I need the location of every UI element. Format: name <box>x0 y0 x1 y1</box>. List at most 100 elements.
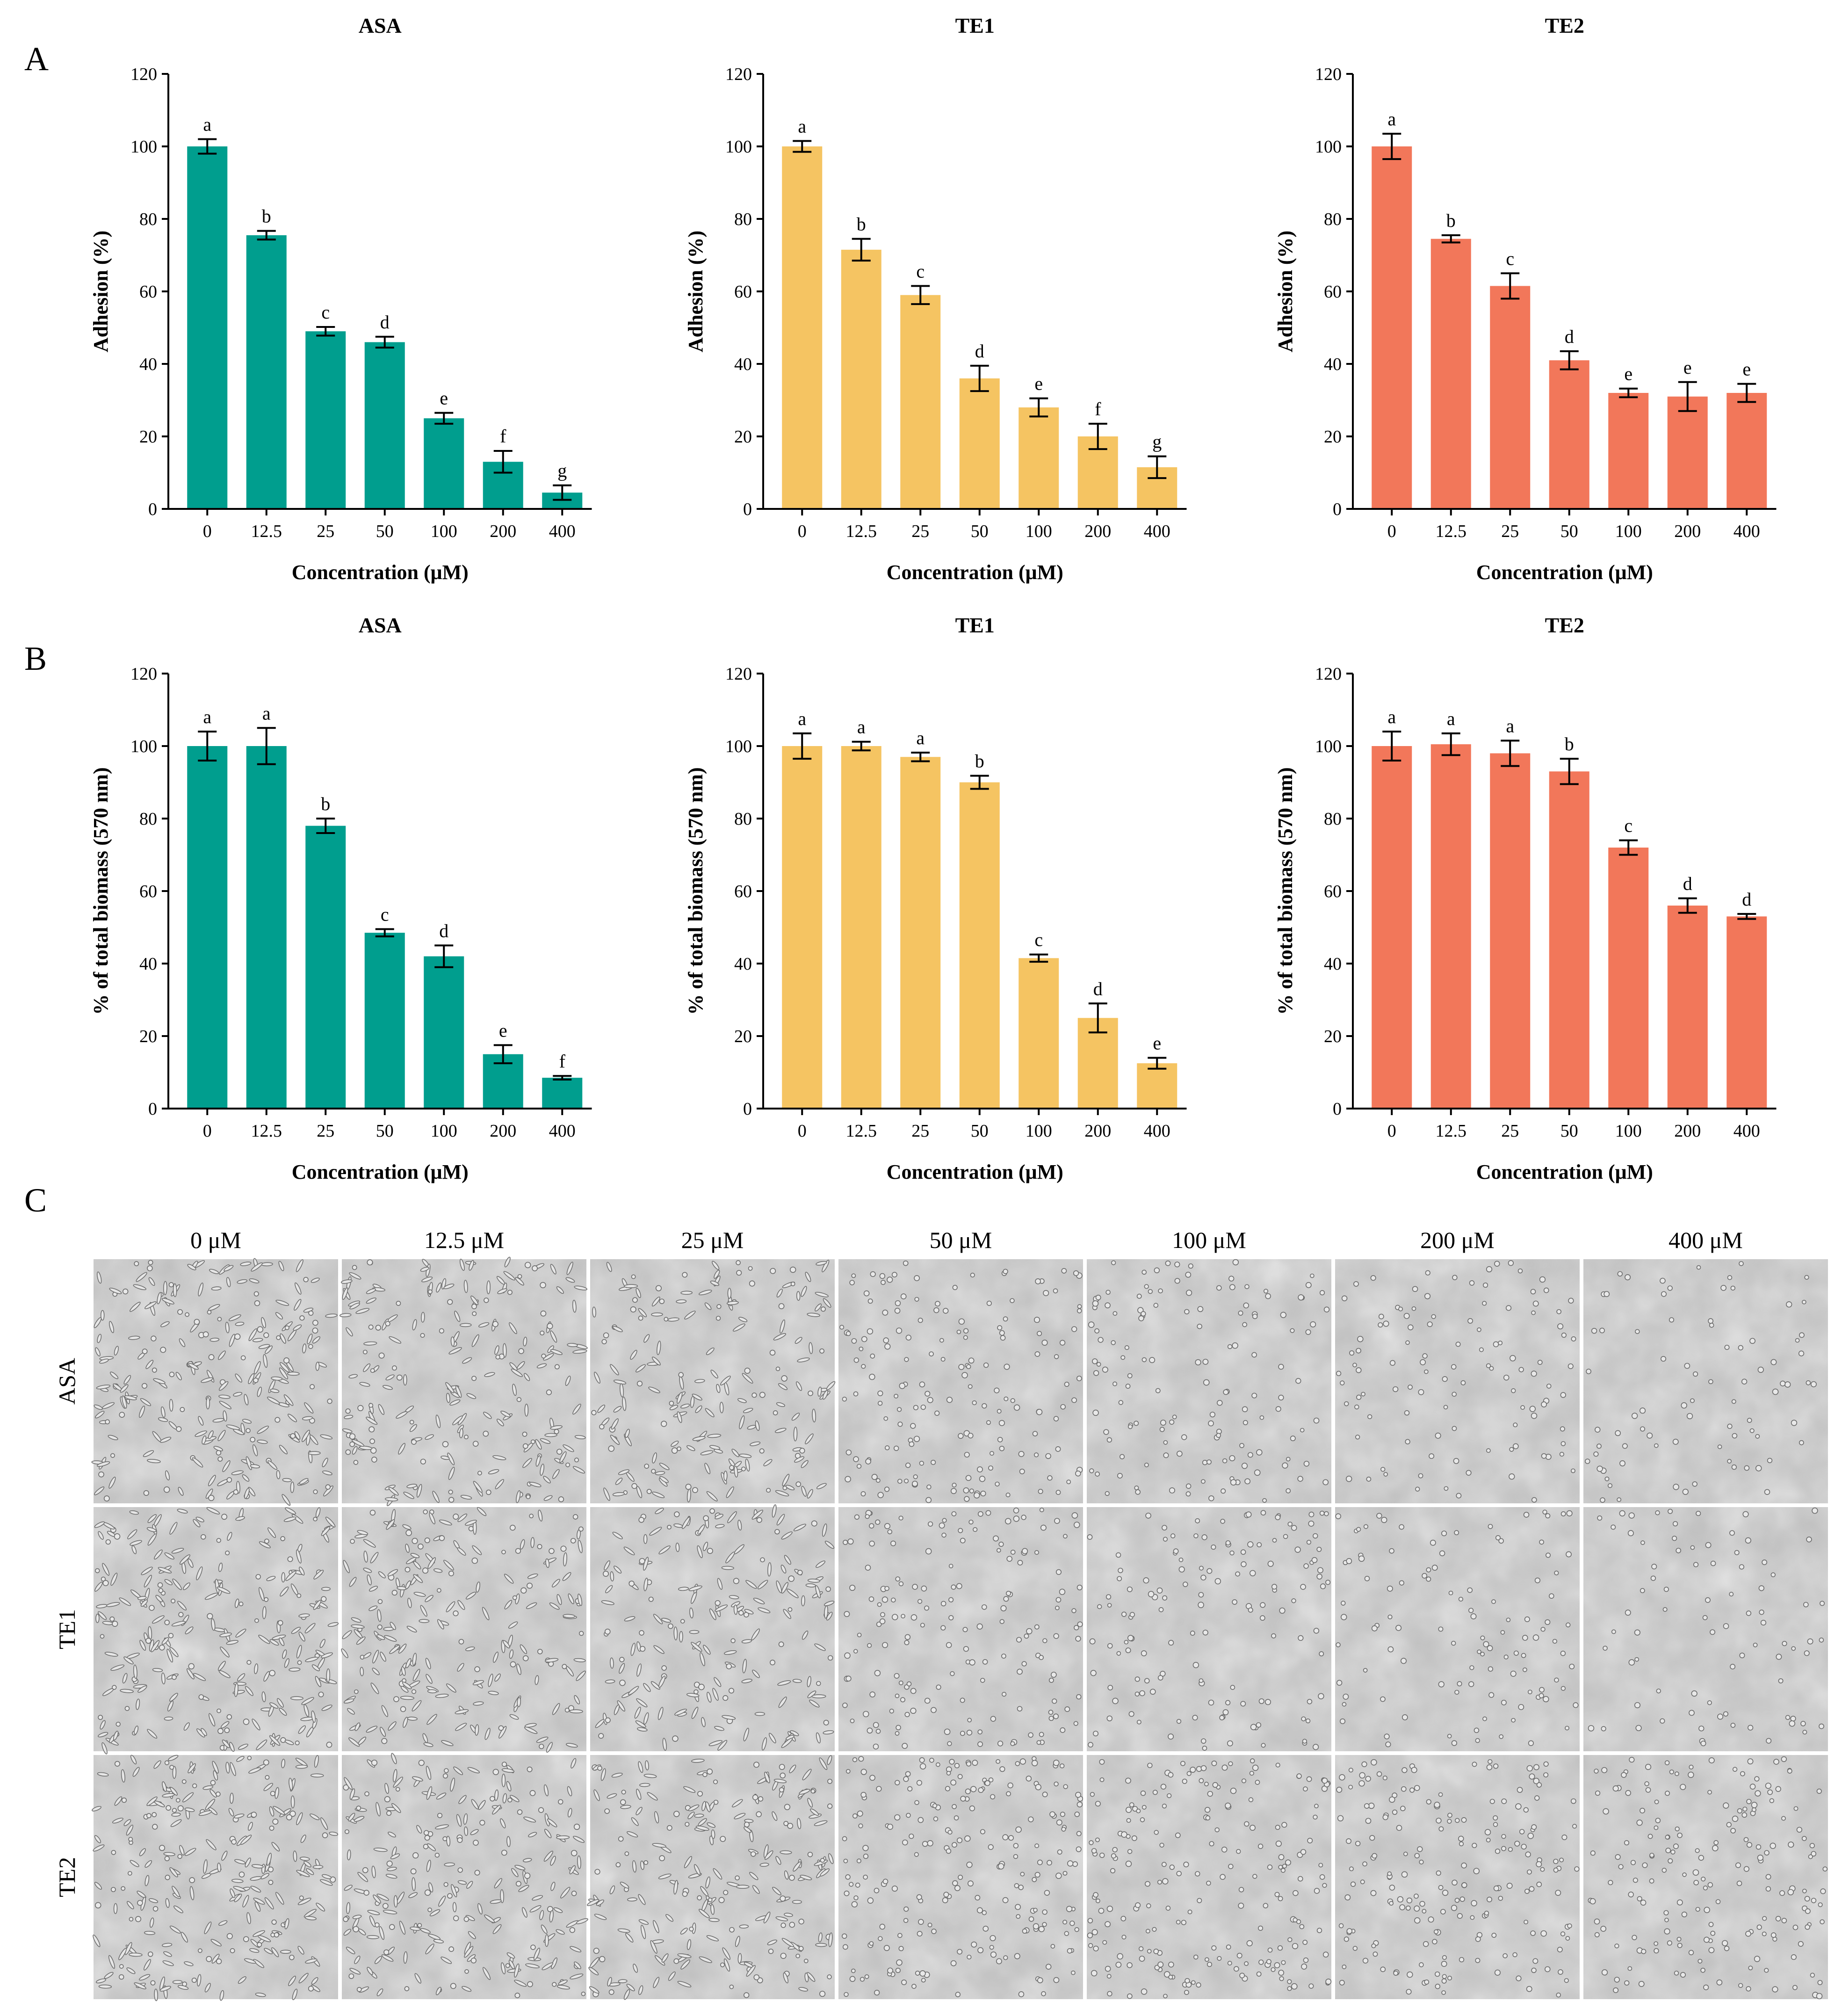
error-bar <box>1678 897 1697 914</box>
y-tick-label: 20 <box>139 427 157 447</box>
y-tick-label: 40 <box>139 355 157 374</box>
micrograph-image <box>838 1259 1083 1503</box>
error-bar <box>434 412 454 425</box>
x-tick-label: 200 <box>490 1121 516 1141</box>
x-tick-label: 50 <box>376 522 394 541</box>
bar-50 <box>364 342 405 509</box>
error-bar <box>911 285 930 305</box>
significance-letter: d <box>380 312 390 333</box>
y-tick-label: 20 <box>139 1027 157 1046</box>
x-tick-label: 100 <box>431 1121 457 1141</box>
bar-12.5 <box>841 249 881 509</box>
bar-200 <box>1667 396 1708 509</box>
micrograph-column-label: 12.5 μM <box>424 1227 504 1253</box>
x-tick-label: 50 <box>971 522 989 541</box>
x-tick-label: 12.5 <box>846 1121 877 1141</box>
x-tick-label: 12.5 <box>1436 522 1467 541</box>
y-axis-label: % of total biomass (570 nm) <box>89 767 112 1015</box>
bar-12.5 <box>1430 239 1471 509</box>
significance-letter: e <box>499 1020 507 1041</box>
significance-letter: b <box>1565 733 1574 754</box>
x-tick-label: 400 <box>1144 522 1170 541</box>
x-tick-label: 50 <box>1560 522 1578 541</box>
y-tick-label: 120 <box>130 664 157 684</box>
bar-12.5 <box>246 235 287 509</box>
significance-letter: e <box>1683 357 1692 378</box>
error-bar <box>1619 839 1638 856</box>
significance-letter: e <box>1624 363 1633 384</box>
x-tick-label: 25 <box>911 1121 929 1141</box>
significance-letter: a <box>1387 706 1396 727</box>
y-tick-label: 20 <box>1324 1027 1342 1046</box>
significance-letter: d <box>439 920 448 941</box>
significance-letter: d <box>1565 326 1574 347</box>
x-tick-label: 12.5 <box>846 522 877 541</box>
chart-title: ASA <box>359 613 402 637</box>
significance-letter: e <box>1153 1033 1161 1054</box>
x-axis-label: Concentration (μM) <box>887 1160 1063 1183</box>
significance-letter: c <box>381 904 389 925</box>
significance-letter: c <box>321 302 330 323</box>
y-tick-label: 60 <box>734 882 752 901</box>
error-bar <box>1560 350 1579 370</box>
micrograph-row-label: ASA <box>54 1358 80 1405</box>
error-bar <box>257 230 276 241</box>
y-tick-label: 60 <box>139 282 157 302</box>
error-bar <box>1148 1057 1167 1070</box>
y-tick-label: 40 <box>734 355 752 374</box>
bar-100 <box>1019 958 1059 1109</box>
bar-100 <box>1019 407 1059 509</box>
y-tick-label: 40 <box>734 954 752 974</box>
significance-letter: c <box>916 261 925 282</box>
bar-50 <box>959 782 1000 1109</box>
y-tick-label: 120 <box>1315 664 1342 684</box>
y-tick-label: 120 <box>1315 65 1342 84</box>
error-bar <box>1029 953 1048 963</box>
bar-25 <box>1490 753 1531 1109</box>
x-tick-label: 12.5 <box>251 1121 282 1141</box>
y-tick-label: 40 <box>1324 355 1342 374</box>
micrograph-image <box>1335 1507 1580 1751</box>
y-tick-label: 80 <box>734 809 752 829</box>
bar-25 <box>305 331 346 509</box>
significance-letter: d <box>1683 873 1692 894</box>
significance-letter: g <box>1152 431 1162 452</box>
micrograph-image <box>1087 1259 1331 1503</box>
x-tick-label: 25 <box>317 1121 334 1141</box>
y-tick-label: 100 <box>725 737 752 756</box>
error-bar <box>316 326 335 337</box>
x-tick-label: 0 <box>1387 1121 1396 1141</box>
error-bar <box>852 740 871 752</box>
chart-a-asa: ASA a 0 b 12.5 c 25 d 50 e 100 f 200 g 400 0 20 40 60 80 100… <box>89 14 592 584</box>
y-tick-label: 100 <box>130 737 157 756</box>
significance-letter: d <box>975 341 984 362</box>
x-tick-label: 400 <box>1734 1121 1760 1141</box>
micrograph-image <box>1583 1259 1828 1503</box>
significance-letter: c <box>1034 929 1043 950</box>
micrograph-image <box>94 1507 339 1755</box>
micrograph-row-label: TE2 <box>54 1857 80 1897</box>
error-bar <box>1619 387 1638 399</box>
error-bar <box>553 1075 572 1081</box>
x-tick-label: 0 <box>798 1121 807 1141</box>
micrograph-image <box>587 1755 835 2000</box>
significance-letter: d <box>1742 889 1751 910</box>
y-tick-label: 0 <box>148 1099 157 1119</box>
x-axis-label: Concentration (μM) <box>887 561 1063 584</box>
error-bar <box>434 944 454 968</box>
micrograph-image <box>91 1258 338 1506</box>
x-tick-label: 200 <box>490 522 516 541</box>
x-tick-label: 200 <box>1674 522 1701 541</box>
x-tick-label: 200 <box>1084 1121 1111 1141</box>
bar-50 <box>364 933 405 1109</box>
significance-letter: e <box>440 388 448 409</box>
chart-a-te1: TE1 a 0 b 12.5 c 25 d 50 e 100 f 200 g 400 0 20 40 60 80 100… <box>684 14 1187 584</box>
micrograph-column-label: 100 μM <box>1172 1227 1246 1253</box>
x-axis-label: Concentration (μM) <box>1476 1160 1653 1183</box>
micrograph-grid: 0 μM 12.5 μM 25 μM 50 μM 100 μM 200 μM 400 μM A… <box>54 1227 1828 2001</box>
x-tick-label: 50 <box>376 1121 394 1141</box>
chart-b-asa: ASA a 0 a 12.5 b 25 c 50 d 100 e 200 f 400 0 20 40 60 80 100… <box>89 613 592 1183</box>
error-bar <box>375 335 394 349</box>
bar-50 <box>959 378 1000 509</box>
chart-title: TE2 <box>1545 613 1584 637</box>
